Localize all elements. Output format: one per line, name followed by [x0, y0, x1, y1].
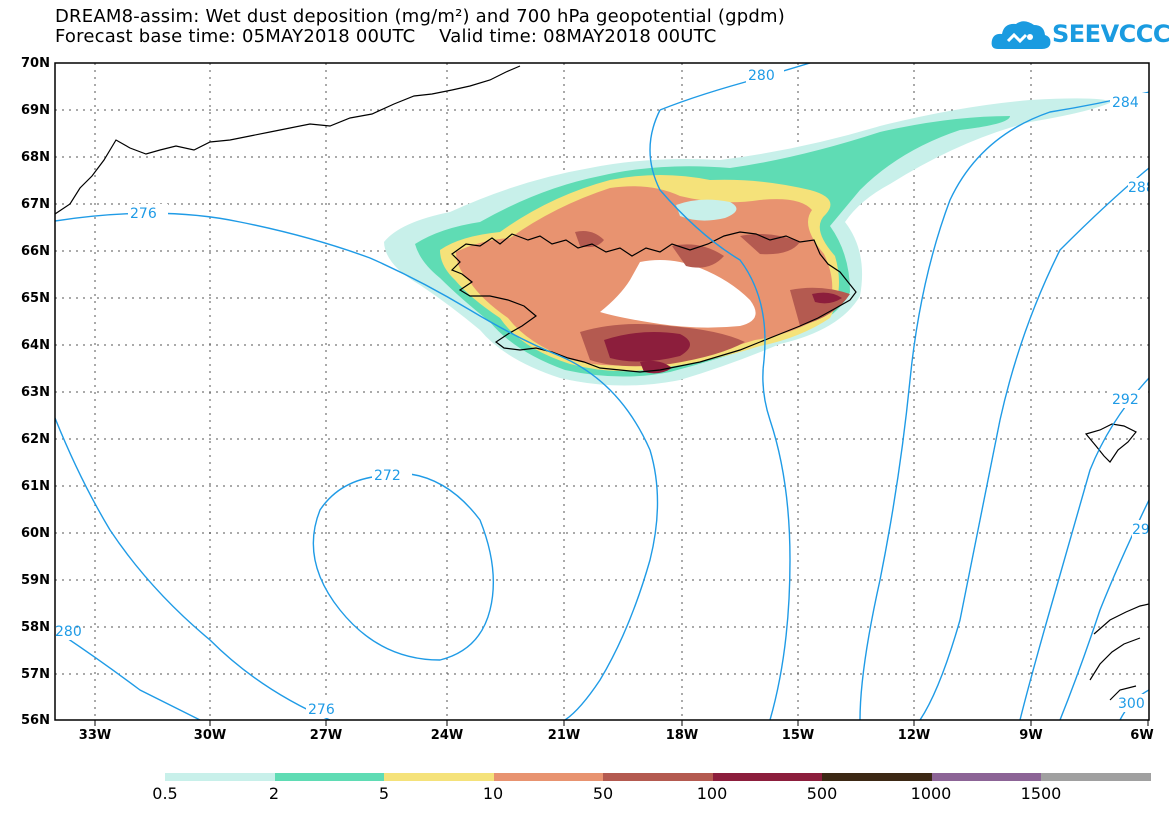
- lon-label: 18W: [665, 728, 699, 743]
- lon-label: 21W: [547, 728, 581, 743]
- contour-276-north: [55, 212, 659, 720]
- lon-label: 24W: [430, 728, 464, 743]
- contour-label-280: 280: [748, 68, 775, 84]
- axis-ticks: [94, 720, 1149, 726]
- contour-label-300: 300: [1118, 696, 1145, 712]
- faroe-islands: [1084, 423, 1137, 463]
- map-title: DREAM8-assim: Wet dust deposition (mg/m²…: [55, 6, 785, 27]
- cloud-icon: [991, 21, 1051, 49]
- contour-label-276: 276: [130, 206, 157, 222]
- lon-label: 27W: [309, 728, 343, 743]
- legend-label: 1500: [1020, 784, 1062, 803]
- legend-label: 1000: [910, 784, 952, 803]
- contour-280-south: [55, 629, 201, 720]
- legend-label: 100: [696, 784, 728, 803]
- lon-label: 12W: [897, 728, 931, 743]
- contour-label-280-south: 280: [55, 624, 82, 640]
- contour-292: [1019, 377, 1149, 720]
- contour-288: [919, 167, 1149, 720]
- map-subtitle: Forecast base time: 05MAY2018 00UTC Vali…: [55, 26, 717, 47]
- geopotential-contours: [55, 63, 1149, 720]
- legend-swatch: [274, 773, 384, 781]
- lat-label: 64N: [21, 338, 50, 353]
- lat-label: 69N: [21, 103, 50, 118]
- legend-swatch: [603, 773, 713, 781]
- map-frame: [54, 62, 1150, 721]
- contour-272: [312, 473, 494, 661]
- iceland-outline: [450, 231, 857, 373]
- contour-labels: 276 280 284 288 292 296 300 272 276 280: [55, 66, 1159, 718]
- lat-label: 63N: [21, 385, 50, 400]
- scotland-coast: [1089, 603, 1149, 701]
- lat-label: 70N: [21, 56, 50, 71]
- legend-swatch: [1041, 773, 1151, 781]
- contour-label-284: 284: [1112, 95, 1139, 111]
- lat-label: 56N: [21, 713, 50, 728]
- legend-colorbar: [165, 773, 1151, 781]
- lat-label: 68N: [21, 150, 50, 165]
- lon-label: 33W: [78, 728, 112, 743]
- lat-label: 67N: [21, 197, 50, 212]
- coastlines: [55, 65, 1149, 701]
- legend-label: 10: [482, 784, 504, 803]
- lat-label: 57N: [21, 667, 50, 682]
- contour-284: [859, 91, 1149, 720]
- legend-swatch: [712, 773, 822, 781]
- contour-276-south: [55, 417, 331, 720]
- legend-label: 50: [592, 784, 614, 803]
- lon-label: 6W: [1130, 728, 1154, 743]
- lon-label: 15W: [781, 728, 815, 743]
- dust-gap-north: [676, 199, 737, 221]
- lon-label: 30W: [193, 728, 227, 743]
- contour-label-296: 296: [1132, 522, 1159, 538]
- lat-label: 61N: [21, 479, 50, 494]
- legend-swatch: [822, 773, 932, 781]
- legend-swatch: [165, 773, 275, 781]
- lat-label: 59N: [21, 573, 50, 588]
- contour-label-276-south: 276: [308, 702, 335, 718]
- contour-label-272: 272: [374, 468, 401, 484]
- legend-swatch: [493, 773, 603, 781]
- legend-label: 500: [806, 784, 838, 803]
- lat-label: 65N: [21, 291, 50, 306]
- greenland-coast: [55, 65, 521, 215]
- lat-label: 62N: [21, 432, 50, 447]
- dust-deposition-field: [384, 98, 1112, 386]
- lat-label: 66N: [21, 244, 50, 259]
- legend-label: 5: [378, 784, 390, 803]
- lat-label: 60N: [21, 526, 50, 541]
- grid-lines: [55, 63, 1149, 720]
- legend-swatch: [931, 773, 1041, 781]
- lat-label: 58N: [21, 620, 50, 635]
- contour-label-292: 292: [1112, 392, 1139, 408]
- logo-text: SEEVCCC: [1052, 20, 1171, 48]
- dust-gap: [600, 260, 756, 328]
- legend-label: 2: [268, 784, 280, 803]
- contour-label-288: 288: [1128, 180, 1155, 196]
- legend-label: 0.5: [152, 784, 178, 803]
- dust-level-100: [604, 332, 690, 362]
- lon-label: 9W: [1019, 728, 1043, 743]
- legend-swatch: [384, 773, 494, 781]
